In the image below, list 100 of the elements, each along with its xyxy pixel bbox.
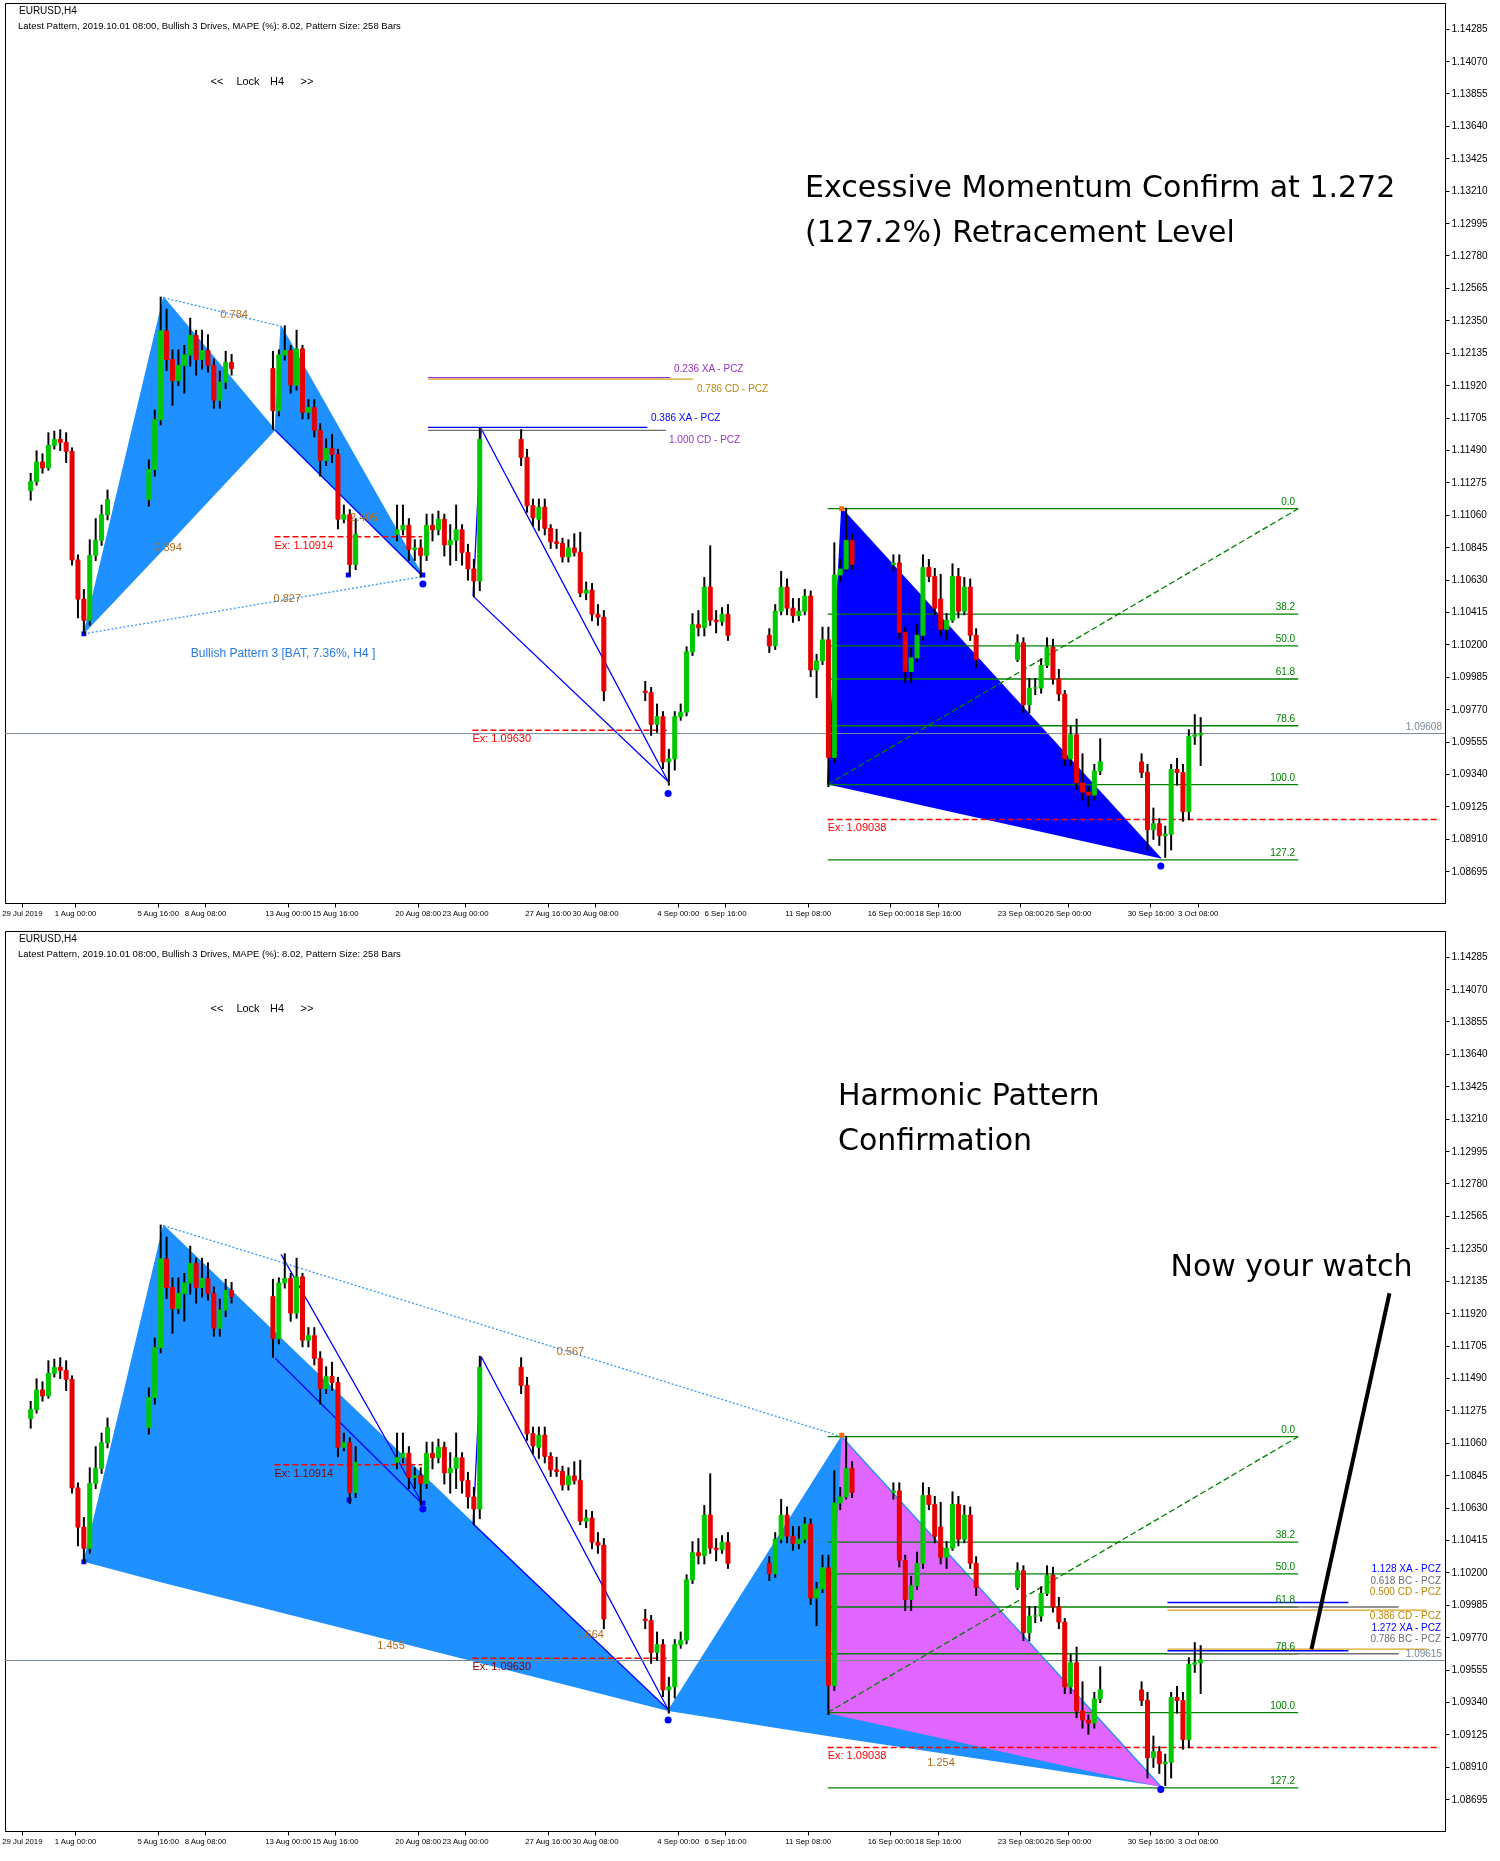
annotation: 0.386 CD - PCZ [1369, 1610, 1441, 1621]
y-tick-label: 1.12350 [1451, 314, 1489, 326]
annotation: 0.786 BC - PCZ [1370, 1633, 1441, 1644]
series-label: 0.0 [1281, 1423, 1296, 1435]
series-label: 100.0 [1270, 771, 1296, 783]
y-tick-label: 1.13855 [1451, 87, 1489, 99]
series-label: 50.0 [1275, 1560, 1296, 1572]
annotation: Harmonic Pattern Confirmation [838, 1077, 1100, 1157]
annotation: 1.128 XA - PCZ [1371, 1563, 1441, 1574]
y-tick-label: 1.13855 [1451, 1015, 1489, 1027]
y-tick-label: 1.12135 [1451, 347, 1489, 359]
series-label: Ex: 1.09630 [472, 732, 532, 745]
series-label: 78.6 [1275, 1640, 1296, 1652]
y-tick-label: 1.14285 [1451, 951, 1489, 963]
y-tick-label: 1.10630 [1451, 1502, 1489, 1514]
series-label: 78.6 [1275, 712, 1296, 724]
y-tick-label: 1.13425 [1451, 152, 1489, 164]
series-label: 61.8 [1275, 666, 1296, 678]
series-label: 127.2 [1270, 1774, 1296, 1786]
series-label: 0.827 [273, 592, 302, 605]
annotation: Now your watch [1170, 1248, 1413, 1284]
y-tick-label: 1.11060 [1451, 1437, 1488, 1449]
y-tick-label: 1.09770 [1451, 703, 1489, 715]
y-tick-label: 1.08695 [1451, 865, 1489, 877]
y-tick-label: 1.10200 [1451, 638, 1489, 650]
series-label: Ex: 1.09038 [827, 821, 887, 834]
series-label: 38.2 [1275, 601, 1296, 613]
annotation: >> [300, 75, 314, 87]
y-tick-label: 1.13210 [1451, 1113, 1489, 1125]
y-tick-label: 1.11275 [1451, 476, 1488, 488]
text: Latest Pattern, 2019.10.01 08:00, Bullish 3 Drives, MAPE (%): 8.02, Pattern Size: 258 Bars [18, 948, 402, 959]
annotation: Lock [236, 1002, 261, 1014]
y-tick-label: 1.08910 [1451, 833, 1489, 845]
y-tick-label: 1.09770 [1451, 1631, 1489, 1643]
annotation: 0.500 CD - PCZ [1369, 1586, 1441, 1597]
y-tick-label: 1.14070 [1451, 983, 1489, 995]
y-tick-label: 1.13640 [1451, 120, 1489, 132]
y-tick-label: 1.11490 [1451, 444, 1488, 456]
annotation: H4 [269, 1002, 285, 1014]
series-label: 100.0 [1270, 1699, 1296, 1711]
y-tick-label: 1.10845 [1451, 1469, 1489, 1481]
ref-line-label: 1.09608 [1405, 720, 1443, 732]
y-tick-label: 1.10415 [1451, 1534, 1489, 1546]
y-tick-label: 1.12565 [1451, 1210, 1489, 1222]
text: Latest Pattern, 2019.10.01 08:00, Bullish 3 Drives, MAPE (%): 8.02, Pattern Size: 258 Bars [18, 20, 402, 31]
y-tick-label: 1.11275 [1451, 1404, 1488, 1416]
series-label: 50.0 [1275, 632, 1296, 644]
y-tick-label: 1.12135 [1451, 1275, 1489, 1287]
y-tick-label: 1.09125 [1451, 800, 1489, 812]
ref-line-label: 1.09615 [1405, 1647, 1443, 1659]
annotation: 0.786 CD - PCZ [697, 383, 769, 394]
y-tick-label: 1.10415 [1451, 606, 1489, 618]
y-tick-label: 1.11060 [1451, 509, 1488, 521]
y-tick-label: 1.14285 [1451, 23, 1489, 35]
y-tick-label: 1.09340 [1451, 1696, 1489, 1708]
series-label: 0.0 [1281, 495, 1296, 507]
y-tick-label: 1.11920 [1451, 379, 1488, 391]
annotation: 1.254 [927, 1756, 955, 1768]
y-tick-label: 1.09340 [1451, 768, 1489, 780]
y-tick-label: 1.10845 [1451, 541, 1489, 553]
y-tick-label: 1.09985 [1451, 1599, 1489, 1611]
annotation: 1.000 CD - PCZ [669, 434, 741, 445]
y-tick-label: 1.14070 [1451, 55, 1489, 67]
y-tick-label: 1.13210 [1451, 185, 1489, 197]
y-tick-label: 1.10630 [1451, 574, 1489, 586]
annotation: H4 [269, 75, 285, 87]
series-label: Ex: 1.10914 [274, 538, 334, 551]
annotation: >> [300, 1002, 314, 1014]
annotation: 1.455 [377, 1639, 405, 1651]
y-tick-label: 1.08695 [1451, 1793, 1489, 1805]
y-tick-label: 1.12780 [1451, 249, 1489, 261]
y-tick-label: 1.11920 [1451, 1307, 1488, 1319]
y-tick-label: 1.12780 [1451, 1177, 1489, 1189]
series-label: 127.2 [1270, 846, 1296, 858]
y-tick-label: 1.11490 [1451, 1372, 1488, 1384]
y-tick-label: 1.13640 [1451, 1048, 1489, 1060]
series-label: 38.2 [1275, 1529, 1296, 1541]
y-tick-label: 1.12995 [1451, 217, 1489, 229]
y-tick-label: 1.12565 [1451, 282, 1489, 294]
y-tick-label: 1.08910 [1451, 1761, 1489, 1773]
annotation: Excessive Momentum Confirm at 1.272 (127.2%) Retracement Level [805, 169, 1396, 249]
y-tick-label: 1.09125 [1451, 1728, 1489, 1740]
annotation: << [210, 1002, 224, 1014]
series-label: 1.664 [576, 1628, 604, 1641]
y-tick-label: 1.12995 [1451, 1145, 1489, 1157]
annotation: << [210, 75, 224, 87]
y-tick-label: 1.13425 [1451, 1080, 1489, 1092]
annotation: 1.272 XA - PCZ [1371, 1621, 1441, 1633]
series-label: Ex: 1.09630 [472, 1660, 532, 1673]
y-tick-label: 1.09985 [1451, 671, 1489, 683]
annotation: Bullish Pattern 3 [BAT, 7.36%, H4 ] [190, 646, 376, 660]
annotation: 0.386 XA - PCZ [651, 412, 721, 423]
series-label: Ex: 1.10914 [274, 1466, 334, 1479]
chart-title: EURUSD,H4 [19, 933, 78, 944]
y-tick-label: 1.09555 [1451, 1664, 1489, 1676]
y-tick-label: 1.11705 [1451, 1340, 1488, 1351]
y-tick-label: 1.12350 [1451, 1242, 1489, 1254]
y-tick-label: 1.11705 [1451, 412, 1488, 423]
annotation: 0.236 XA - PCZ [674, 363, 744, 374]
annotation: Lock [236, 75, 261, 87]
